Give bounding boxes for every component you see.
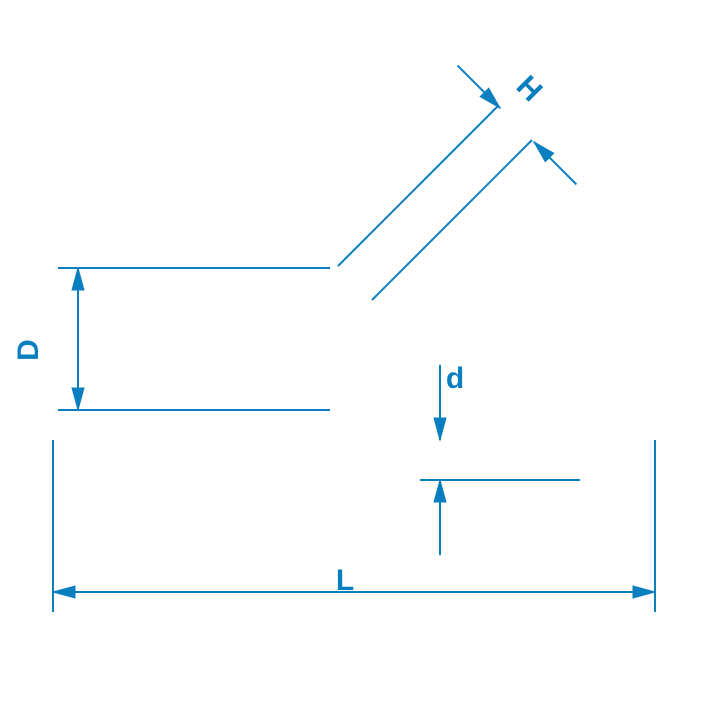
label-L: L bbox=[336, 564, 354, 597]
label-H: H bbox=[510, 70, 549, 109]
label-D: D bbox=[12, 339, 45, 361]
label-d: d bbox=[446, 362, 464, 395]
dimension-diagram: Dd L H bbox=[0, 0, 710, 710]
